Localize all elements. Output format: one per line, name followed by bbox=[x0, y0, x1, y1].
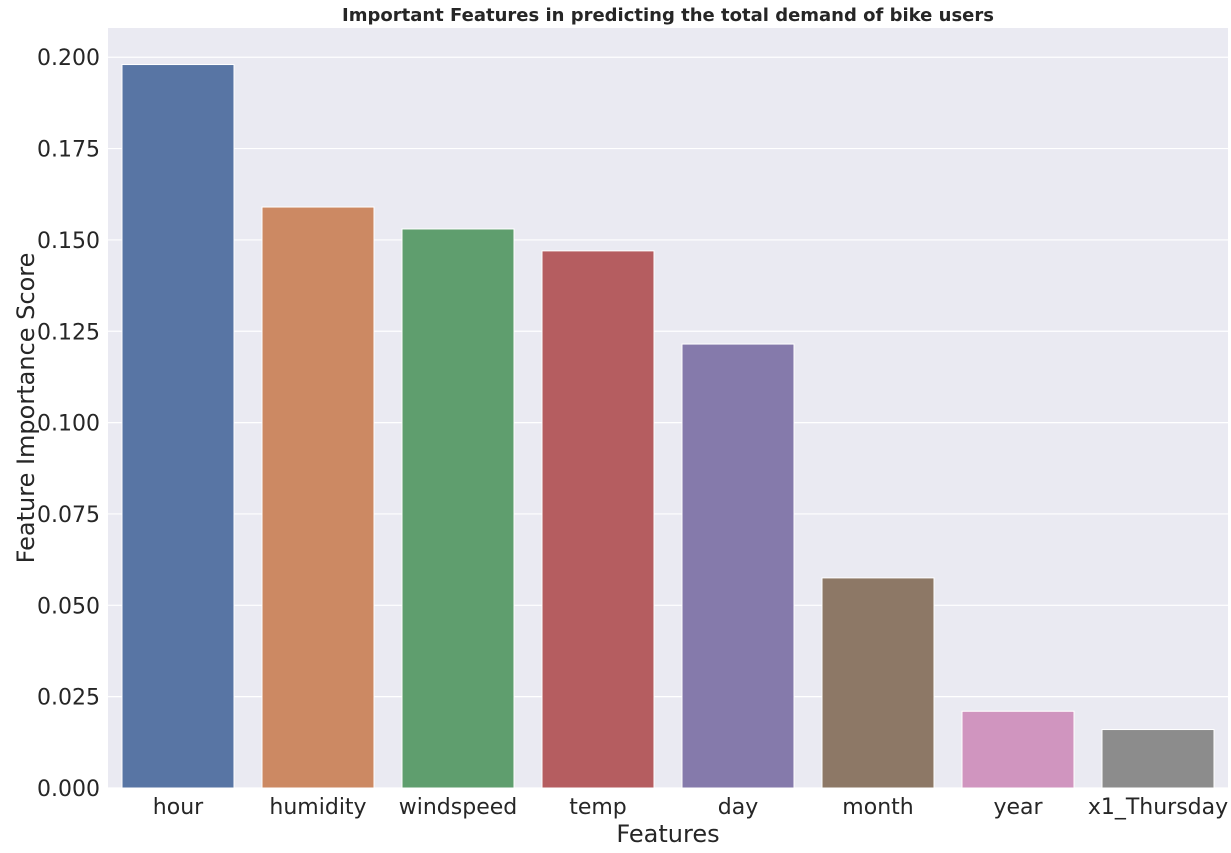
y-tick-label: 0.175 bbox=[37, 138, 100, 163]
chart-title: Important Features in predicting the tot… bbox=[342, 5, 994, 26]
x-tick-label: humidity bbox=[269, 795, 366, 820]
bar-day bbox=[681, 343, 795, 789]
y-axis-label: Feature Importance Score bbox=[12, 253, 40, 564]
y-tick-label: 0.050 bbox=[37, 594, 100, 619]
x-tick-label: windspeed bbox=[399, 795, 517, 820]
bar-month bbox=[821, 577, 935, 789]
bar-humidity bbox=[261, 206, 375, 789]
x-tick-label: hour bbox=[153, 795, 204, 820]
bars bbox=[121, 64, 1215, 789]
y-tick-label: 0.200 bbox=[37, 46, 100, 71]
y-tick-label: 0.025 bbox=[37, 686, 100, 711]
bar-windspeed bbox=[401, 228, 515, 789]
y-tick-label: 0.075 bbox=[37, 503, 100, 528]
x-tick-label: x1_Thursday bbox=[1088, 795, 1228, 820]
x-tick-label: month bbox=[842, 795, 913, 820]
x-tick-label: temp bbox=[569, 795, 627, 820]
x-tick-label: day bbox=[718, 795, 758, 820]
y-tick-label: 0.125 bbox=[37, 320, 100, 345]
bar-year bbox=[961, 710, 1075, 789]
x-axis-ticks: hour humidity windspeed temp day month year x1_… bbox=[153, 795, 1228, 820]
y-tick-label: 0.000 bbox=[37, 777, 100, 802]
bar-x1-thursday bbox=[1101, 729, 1215, 789]
x-tick-label: year bbox=[993, 795, 1043, 820]
bar-temp bbox=[541, 250, 655, 789]
y-tick-label: 0.150 bbox=[37, 229, 100, 254]
y-tick-label: 0.100 bbox=[37, 412, 100, 437]
bar-hour bbox=[121, 64, 235, 789]
x-axis-label: Features bbox=[616, 820, 719, 848]
y-axis-ticks: 0.000 0.025 0.050 0.075 0.100 0.125 0.150 0.175… bbox=[37, 46, 100, 802]
